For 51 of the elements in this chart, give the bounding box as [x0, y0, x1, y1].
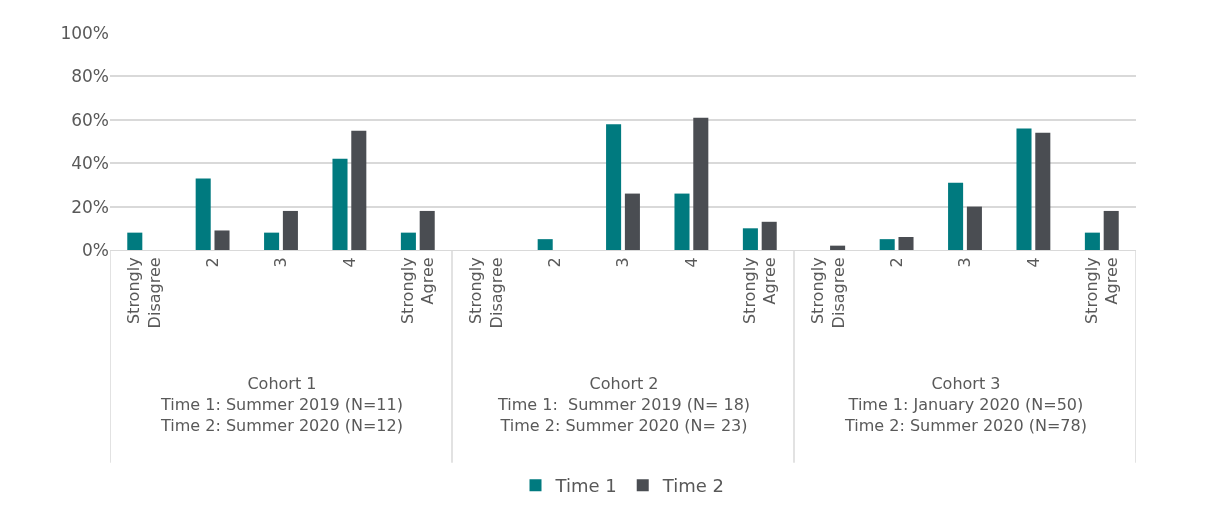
x-tick-label: 2 — [202, 257, 222, 268]
bar — [195, 178, 211, 250]
x-tick-label: 3 — [613, 257, 633, 268]
bar — [966, 206, 982, 250]
bar — [761, 221, 777, 250]
x-tick-label: 3 — [955, 257, 975, 268]
bar — [948, 182, 964, 250]
bar — [537, 239, 553, 250]
text: Cohort 3 Time 1: January 2020 (N=50) Time 2: Summer 2020 (N=78) — [844, 374, 1087, 435]
y-tick-label: 20% — [71, 196, 109, 217]
x-tick-label: Strongly Disagree — [808, 257, 848, 329]
y-tick-label: 80% — [71, 66, 109, 87]
x-tick-label: Strongly Agree — [739, 257, 780, 325]
x-tick-label: Strongly Agree — [1081, 257, 1122, 325]
x-tick-label: 4 — [339, 257, 359, 268]
bar — [400, 232, 416, 250]
bar — [606, 124, 622, 250]
bar — [127, 232, 143, 250]
x-tick-label: Strongly Disagree — [466, 257, 506, 329]
text: Cohort 2 Time 1: Summer 2019 (N= 18) Time 2: Summer 2020 (N= 23) — [497, 374, 751, 435]
x-tick-label: Strongly Disagree — [124, 257, 164, 329]
bar — [1103, 210, 1119, 250]
bar — [264, 232, 280, 250]
x-tick-label: 4 — [1023, 257, 1043, 268]
bar — [742, 228, 758, 250]
bar — [693, 117, 709, 250]
bar — [1084, 232, 1100, 250]
x-tick-label: 2 — [886, 257, 906, 268]
legend-label: Time 1 — [554, 475, 617, 497]
y-tick-label: 100% — [60, 22, 109, 43]
bar — [830, 245, 846, 250]
bar — [282, 210, 298, 250]
bar — [214, 230, 230, 250]
bar — [674, 193, 690, 250]
y-tick-label: 40% — [71, 153, 109, 174]
bar — [879, 239, 895, 250]
bar — [1035, 132, 1051, 250]
x-tick-label: Strongly Agree — [397, 257, 438, 325]
bar — [332, 158, 348, 250]
x-tick-label: 4 — [681, 257, 701, 268]
bar — [624, 193, 640, 250]
text: Cohort 1 Time 1: Summer 2019 (N=11) Time 2: Summer 2020 (N=12) — [160, 374, 403, 435]
bar — [1016, 128, 1032, 250]
bar — [351, 130, 367, 250]
y-tick-label: 60% — [71, 109, 109, 130]
bar — [419, 210, 435, 250]
legend-label: Time 2 — [661, 475, 724, 497]
x-tick-label: 2 — [544, 257, 564, 268]
x-tick-label: 3 — [271, 257, 291, 268]
bar — [898, 236, 914, 250]
y-tick-label: 0% — [82, 239, 109, 260]
